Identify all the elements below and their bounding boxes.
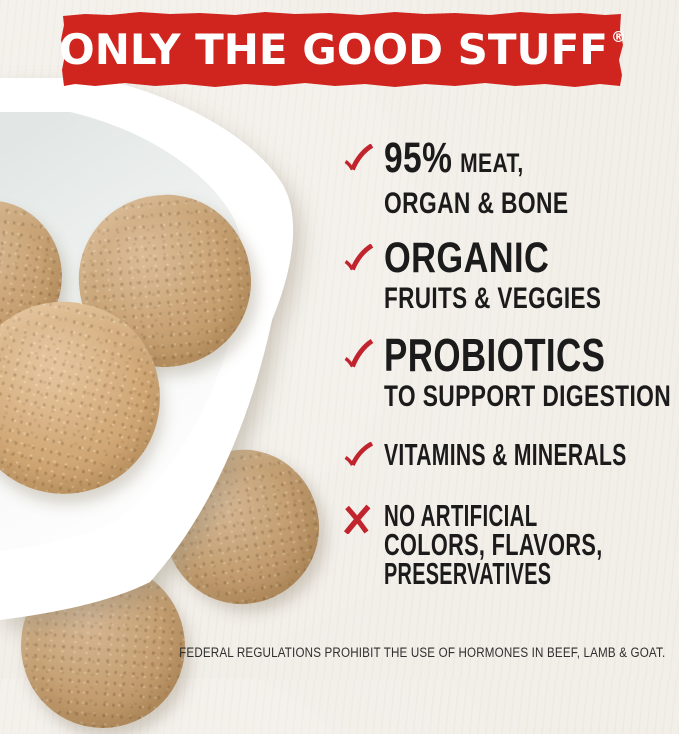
- item-text: 95% MEAT, ORGAN & BONE: [384, 137, 627, 220]
- item-text: VITAMINS & MINERALS: [384, 439, 679, 471]
- footnote: FEDERAL REGULATIONS PROHIBIT THE USE OF …: [178, 645, 665, 660]
- item-text: ORGANIC FRUITS & VEGGIES: [384, 234, 674, 315]
- banner-background: [61, 12, 623, 87]
- check-icon: [343, 138, 384, 178]
- registered-mark: ®: [611, 27, 626, 46]
- checklist-item: PROBIOTICS TO SUPPORT DIGESTION: [343, 329, 679, 413]
- item-line: PRESERVATIVES: [384, 556, 552, 591]
- banner-label: ONLY THE GOOD STUFF ®: [59, 13, 626, 86]
- item-line: VITAMINS & MINERALS: [384, 437, 627, 472]
- item-text: NO ARTIFICIAL COLORS, FLAVORS, PRESERVAT…: [384, 498, 679, 591]
- item-line: COLORS, FLAVORS,: [384, 527, 603, 562]
- promo-banner: ONLY THE GOOD STUFF ®: [0, 0, 679, 95]
- item-subline: ORGAN & BONE: [384, 187, 569, 220]
- item-headline: PROBIOTICS: [384, 329, 606, 381]
- item-line: NO ARTIFICIAL: [384, 498, 538, 533]
- item-headline-big: 95%: [384, 134, 453, 182]
- benefits-checklist: 95% MEAT, ORGAN & BONE ORGANIC FRUITS & V…: [343, 137, 679, 591]
- x-icon: [343, 499, 384, 534]
- item-subline: TO SUPPORT DIGESTION: [384, 380, 672, 413]
- item-text: PROBIOTICS TO SUPPORT DIGESTION: [384, 329, 679, 413]
- item-headline: ORGANIC: [384, 234, 550, 282]
- item-headline-suffix: MEAT,: [460, 148, 524, 178]
- check-icon: [343, 439, 384, 472]
- item-headline: 95% MEAT,: [384, 137, 573, 183]
- checklist-item: ORGANIC FRUITS & VEGGIES: [343, 234, 674, 315]
- checklist-item: NO ARTIFICIAL COLORS, FLAVORS, PRESERVAT…: [343, 498, 679, 591]
- banner-label-text: ONLY THE GOOD STUFF: [59, 25, 608, 74]
- checklist-item: 95% MEAT, ORGAN & BONE: [343, 137, 627, 220]
- checklist-item: VITAMINS & MINERALS: [343, 439, 679, 472]
- check-icon: [343, 333, 384, 375]
- item-subline: FRUITS & VEGGIES: [384, 282, 602, 315]
- check-icon: [343, 238, 384, 278]
